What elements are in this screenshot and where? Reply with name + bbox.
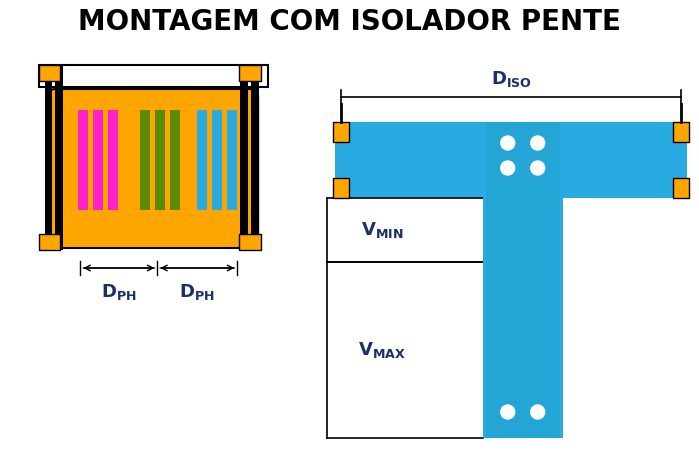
Bar bbox=[251, 65, 259, 250]
Bar bbox=[38, 65, 268, 87]
Bar bbox=[239, 234, 261, 250]
Bar bbox=[78, 110, 89, 210]
Bar bbox=[333, 178, 349, 198]
Bar bbox=[140, 110, 150, 210]
Circle shape bbox=[500, 405, 514, 419]
Bar bbox=[240, 65, 248, 250]
Bar bbox=[155, 110, 165, 210]
Circle shape bbox=[531, 161, 545, 175]
Bar bbox=[239, 65, 261, 81]
Bar bbox=[673, 122, 689, 142]
Bar bbox=[38, 234, 61, 250]
Text: $\mathbf{V}_{\mathbf{MAX}}$: $\mathbf{V}_{\mathbf{MAX}}$ bbox=[358, 340, 406, 360]
Circle shape bbox=[500, 136, 514, 150]
Text: $\mathbf{D}_{\mathbf{PH}}$: $\mathbf{D}_{\mathbf{PH}}$ bbox=[101, 282, 137, 302]
Bar bbox=[94, 110, 103, 210]
Bar bbox=[171, 110, 180, 210]
Bar bbox=[45, 65, 52, 250]
Text: $\mathbf{D}_{\mathbf{ISO}}$: $\mathbf{D}_{\mathbf{ISO}}$ bbox=[491, 69, 532, 89]
Circle shape bbox=[531, 405, 545, 419]
Text: $\mathbf{V}_{\mathbf{MIN}}$: $\mathbf{V}_{\mathbf{MIN}}$ bbox=[361, 220, 403, 240]
Bar bbox=[108, 110, 118, 210]
Bar bbox=[227, 110, 237, 210]
Circle shape bbox=[531, 136, 545, 150]
Bar bbox=[212, 110, 222, 210]
Bar bbox=[197, 110, 207, 210]
Text: MONTAGEM COM ISOLADOR PENTE: MONTAGEM COM ISOLADOR PENTE bbox=[78, 8, 621, 36]
Bar bbox=[335, 122, 687, 198]
Circle shape bbox=[500, 161, 514, 175]
Text: $\mathbf{D}_{\mathbf{PH}}$: $\mathbf{D}_{\mathbf{PH}}$ bbox=[180, 282, 215, 302]
Bar bbox=[55, 65, 64, 250]
Bar bbox=[333, 122, 349, 142]
FancyBboxPatch shape bbox=[48, 89, 258, 248]
Bar bbox=[38, 65, 61, 81]
Bar bbox=[486, 122, 560, 438]
Bar bbox=[483, 122, 563, 438]
Bar bbox=[673, 178, 689, 198]
